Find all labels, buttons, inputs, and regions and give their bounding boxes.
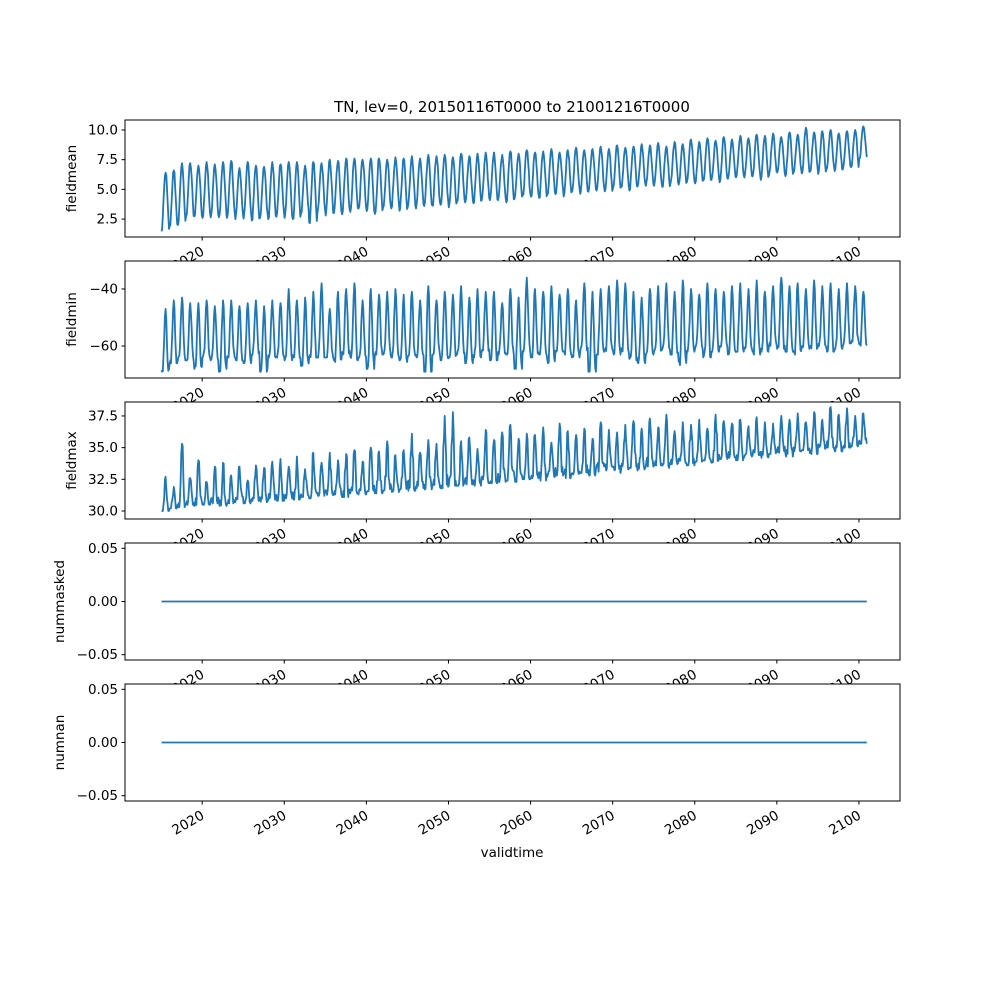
y-tick-label: 0.05 xyxy=(88,682,118,698)
y-tick-label: 2.5 xyxy=(97,212,118,228)
y-tick-label: −0.05 xyxy=(77,647,118,663)
y-tick-label: 32.5 xyxy=(88,472,118,488)
y-tick-label: 35.0 xyxy=(88,440,118,456)
chart-title: TN, lev=0, 20150116T0000 to 21001216T000… xyxy=(333,98,690,116)
y-axis-label: fieldmean xyxy=(64,145,80,212)
y-tick-label: 10.0 xyxy=(88,122,118,138)
y-tick-label: −60 xyxy=(90,339,119,355)
axes-frame xyxy=(124,401,901,520)
y-tick-label: 30.0 xyxy=(88,504,118,520)
y-axis-label: fieldmin xyxy=(64,292,80,347)
series-line-fieldmax xyxy=(161,406,868,512)
series-line-fieldmean xyxy=(160,125,868,232)
x-axis-label: validtime xyxy=(481,845,544,861)
axes-frame xyxy=(124,119,901,238)
y-tick-label: 0.00 xyxy=(88,735,118,751)
y-tick-label: 7.5 xyxy=(97,152,118,168)
y-tick-label: 0.05 xyxy=(88,541,118,557)
y-axis-label: numnan xyxy=(52,715,68,771)
y-tick-label: 37.5 xyxy=(88,408,118,424)
y-tick-label: −40 xyxy=(90,281,119,297)
y-axis-label: nummasked xyxy=(52,560,68,643)
y-tick-label: 0.00 xyxy=(88,594,118,610)
y-axis-label: fieldmax xyxy=(64,431,80,490)
axes-frame xyxy=(124,260,901,379)
y-tick-label: −0.05 xyxy=(77,788,118,804)
series-line-fieldmin xyxy=(160,276,868,373)
y-tick-label: 5.0 xyxy=(97,182,118,198)
